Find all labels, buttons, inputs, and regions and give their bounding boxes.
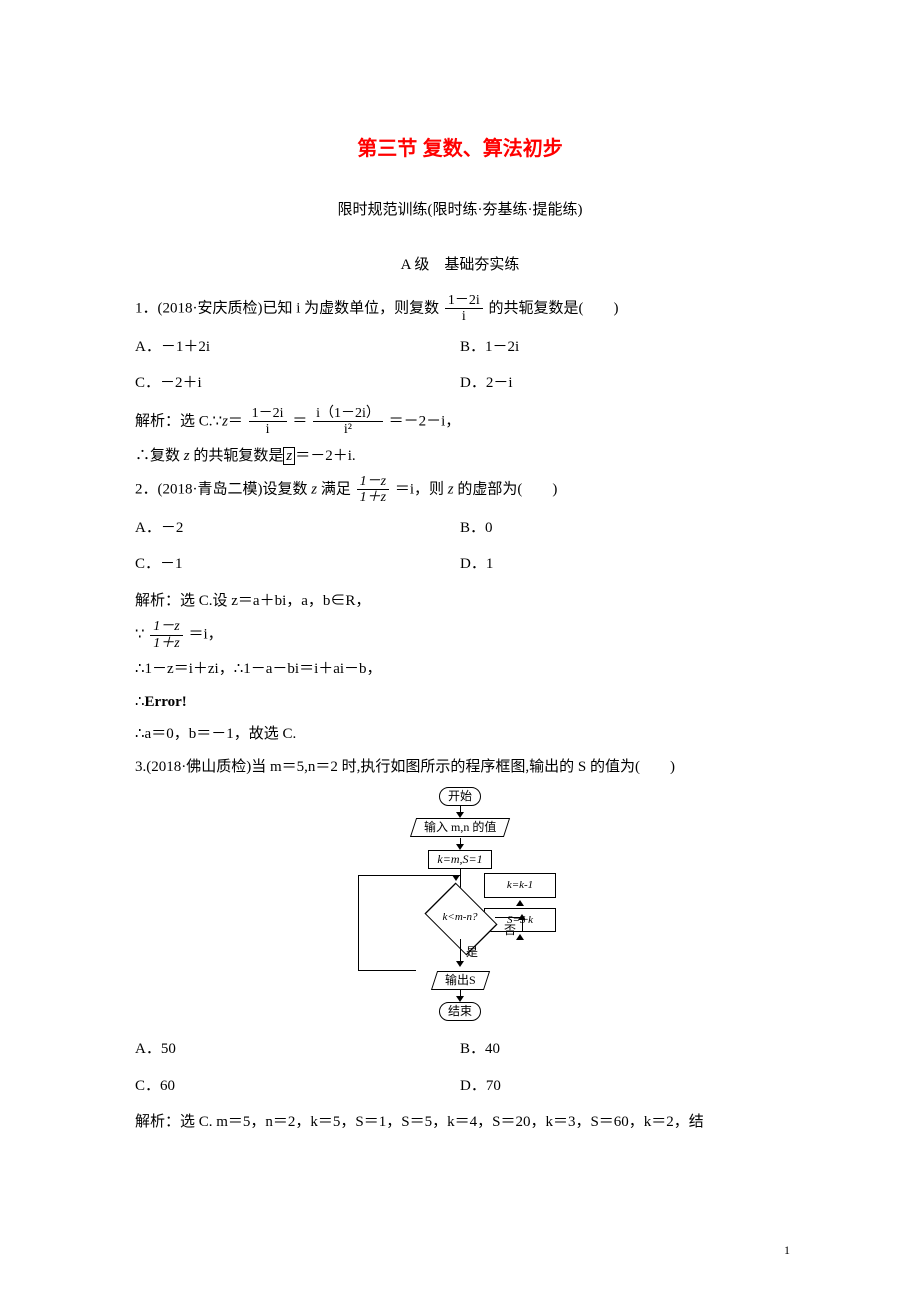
flow-no: 否 xyxy=(504,919,516,942)
q2-sol4-pre: ∴ xyxy=(135,694,145,710)
q2-fn: 1－z xyxy=(357,474,389,489)
q2-sol4-err: Error! xyxy=(145,694,187,710)
q2-opt-d: D．1 xyxy=(460,550,785,579)
q1-solution-2: ∴复数 z 的共轭复数是z＝－2＋i. xyxy=(135,442,785,471)
flow-end: 结束 xyxy=(439,1002,481,1021)
q2-opt-c: C．－1 xyxy=(135,550,460,579)
q2-sol5: ∴a＝0，b＝－1，故选 C. xyxy=(135,720,785,749)
q2-stem-post: ＝i，则 xyxy=(395,481,448,497)
q3-opt-a: A．50 xyxy=(135,1035,460,1064)
q1-opt-b: B．1－2i xyxy=(460,333,785,362)
flow-yes: 是 xyxy=(466,941,478,964)
q2-fd: 1＋z xyxy=(357,489,389,505)
flow-cond-text: k<m-n? xyxy=(443,907,478,928)
q1-sol2-pre: ∴复数 xyxy=(135,448,184,464)
q1-sol-f2d: i² xyxy=(313,421,383,437)
q1-frac-num: 1－2i xyxy=(445,293,483,308)
subtitle: 限时规范训练(限时练·夯基练·提能练) xyxy=(135,196,785,225)
q3-opt-d: D．70 xyxy=(460,1072,785,1101)
q2-sol2-pre: ∵ xyxy=(135,627,145,643)
q2-stem-end: 的虚部为( ) xyxy=(454,481,558,497)
q3-opt-b: B．40 xyxy=(460,1035,785,1064)
q2-sol4: ∴Error! xyxy=(135,688,785,717)
q1-sol-post: ＝－2－i， xyxy=(389,413,461,429)
q1-sol2-mid: 的共轭复数是 xyxy=(190,448,284,464)
flow-input-text: 输入 m,n 的值 xyxy=(424,821,496,834)
q2-opt-b: B．0 xyxy=(460,514,785,543)
flowchart: 开始 输入 m,n 的值 k=m,S=1 k=k-1 S=S·k xyxy=(370,787,550,1021)
q1-opt-c: C．－2＋i xyxy=(135,369,460,398)
flow-loop1: k=k-1 xyxy=(484,873,556,898)
flow-output-text: 输出S xyxy=(445,974,476,987)
section-title: 第三节 复数、算法初步 xyxy=(135,130,785,168)
q1-frac: 1－2i i xyxy=(445,293,483,325)
q1-sol-f1: 1－2i i xyxy=(249,406,287,438)
page-number: 1 xyxy=(784,1239,790,1262)
q2-sol2-post: ＝i， xyxy=(189,627,223,643)
q1-frac-den: i xyxy=(445,308,483,324)
q2-sol3: ∴1－z＝i＋zi，∴1－a－bi＝i＋ai－b， xyxy=(135,655,785,684)
flow-input: 输入 m,n 的值 xyxy=(410,818,511,837)
q1-options: A．－1＋2i B．1－2i C．－2＋i D．2－i xyxy=(135,329,785,402)
q1-sol-f1d: i xyxy=(249,421,287,437)
q1-sol-f2n: i（1－2i） xyxy=(313,406,383,421)
q1-solution-1: 解析：选 C.∵z＝ 1－2i i ＝ i（1－2i） i² ＝－2－i， xyxy=(135,406,785,438)
flow-init: k=m,S=1 xyxy=(428,850,491,869)
q1-stem: 1．(2018·安庆质检)已知 i 为虚数单位，则复数 1－2i i 的共轭复数… xyxy=(135,293,785,325)
q1-opt-a: A．－1＋2i xyxy=(135,333,460,362)
q2-stem-mid: 满足 xyxy=(317,481,351,497)
q3-opt-c: C．60 xyxy=(135,1072,460,1101)
q3-stem: 3.(2018·佛山质检)当 m＝5,n＝2 时,执行如图所示的程序框图,输出的… xyxy=(135,753,785,782)
q2-sol2: ∵ 1－z 1＋z ＝i， xyxy=(135,619,785,651)
q1-stem-pre: 1．(2018·安庆质检)已知 i 为虚数单位，则复数 xyxy=(135,300,439,316)
q2-options: A．－2 B．0 C．－1 D．1 xyxy=(135,510,785,583)
q1-sol-f2: i（1－2i） i² xyxy=(313,406,383,438)
q1-sol-f1n: 1－2i xyxy=(249,406,287,421)
flow-cond: k<m-n? xyxy=(425,897,495,939)
flow-output: 输出S xyxy=(431,971,490,990)
q1-sol2-post: ＝－2＋i. xyxy=(295,448,355,464)
q3-sol: 解析：选 C. m＝5，n＝2，k＝5，S＝1，S＝5，k＝4，S＝20，k＝3… xyxy=(135,1108,785,1137)
q1-sol2-zbar: z xyxy=(283,447,295,465)
level-label: A 级 基础夯实练 xyxy=(135,251,785,280)
q2-opt-a: A．－2 xyxy=(135,514,460,543)
q2-frac: 1－z 1＋z xyxy=(357,474,389,506)
q1-sol-eq1: ＝ xyxy=(228,413,243,429)
q2-stem-pre: 2．(2018·青岛二模)设复数 xyxy=(135,481,311,497)
q2-sol2-frac: 1－z 1＋z xyxy=(150,619,182,651)
q1-stem-post: 的共轭复数是( ) xyxy=(489,300,619,316)
q1-sol-eq2: ＝ xyxy=(292,413,307,429)
q1-sol-pre: 解析：选 C.∵ xyxy=(135,413,222,429)
q2-stem: 2．(2018·青岛二模)设复数 z 满足 1－z 1＋z ＝i，则 z 的虚部… xyxy=(135,474,785,506)
flow-start: 开始 xyxy=(439,787,481,806)
q1-opt-d: D．2－i xyxy=(460,369,785,398)
q3-options: A．50 B．40 C．60 D．70 xyxy=(135,1031,785,1104)
q2-sol1: 解析：选 C.设 z＝a＋bi，a，b∈R， xyxy=(135,587,785,616)
q2-sol2-fd: 1＋z xyxy=(150,635,182,651)
q2-sol2-fn: 1－z xyxy=(150,619,182,634)
